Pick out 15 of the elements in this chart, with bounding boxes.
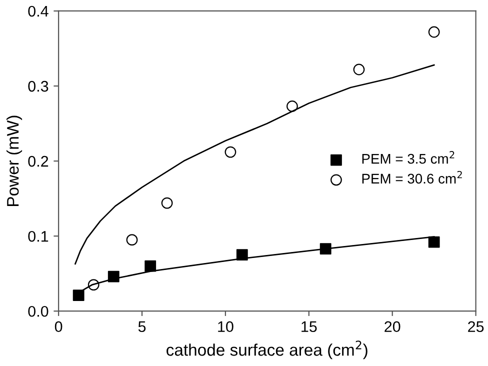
x-tick-label: 20: [384, 321, 400, 332]
legend-label: PEM = 30.6 cm$^{2}$: [362, 170, 462, 184]
x-axis-title: cathode surface area (cm$^{2}$): [166, 340, 368, 360]
x-tick-label: 5: [138, 321, 146, 332]
x-tick-label: 10: [218, 321, 234, 332]
x-tick-label: 0: [54, 321, 62, 332]
y-tick-label: 0.2: [28, 156, 48, 167]
y-tick-label: 0.0: [28, 306, 48, 317]
legend-label: PEM = 3.5 cm$^{2}$: [362, 151, 454, 164]
y-tick-label: 0.3: [28, 80, 48, 92]
y-tick-label: 0.4: [28, 6, 48, 17]
x-tick-label: 25: [468, 321, 484, 332]
y-tick-label: 0.1: [28, 230, 48, 242]
x-tick-label: 15: [302, 321, 317, 332]
y-axis-title: Power (mW): [6, 116, 22, 206]
